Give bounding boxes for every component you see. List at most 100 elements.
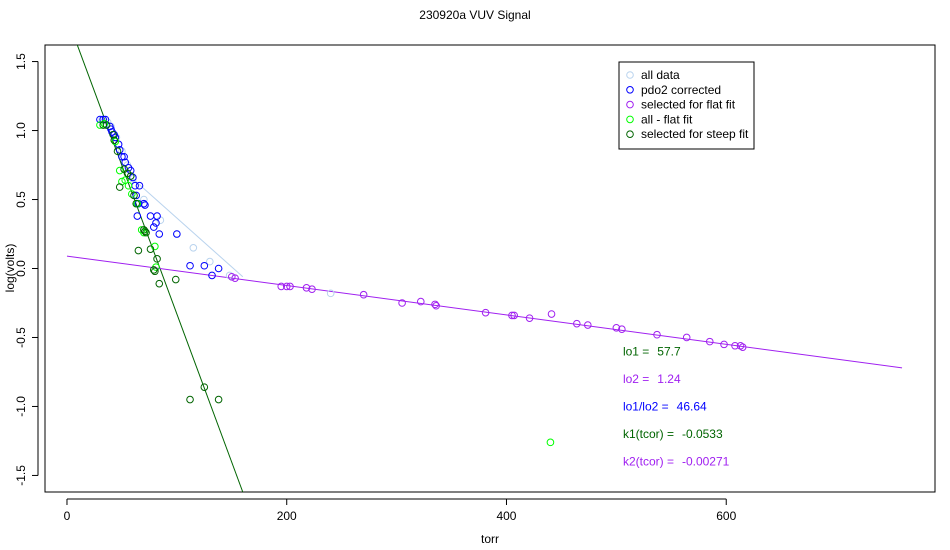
data-point bbox=[583, 321, 592, 329]
y-tick-label: 1.0 bbox=[14, 122, 28, 139]
data-point bbox=[573, 319, 581, 328]
data-point bbox=[189, 244, 198, 252]
data-point bbox=[120, 152, 128, 161]
y-tick-label: -1.5 bbox=[14, 465, 28, 486]
fit-lines bbox=[66, 45, 903, 492]
fit-result-label: k1(tcor) = bbox=[623, 427, 674, 441]
fit-result-label: lo1 = bbox=[623, 344, 649, 358]
fit-result-value: 57.7 bbox=[657, 344, 681, 358]
x-tick-label: 200 bbox=[277, 509, 297, 523]
data-point bbox=[277, 282, 286, 291]
data-point bbox=[738, 343, 747, 351]
data-point bbox=[736, 341, 745, 350]
data-point bbox=[200, 383, 209, 391]
data-point bbox=[102, 121, 111, 129]
data-point bbox=[326, 289, 335, 298]
data-point bbox=[508, 311, 516, 320]
data-point bbox=[618, 325, 626, 334]
data-point bbox=[115, 166, 124, 175]
data-point bbox=[186, 261, 194, 270]
legend-marker bbox=[626, 71, 634, 79]
data-point bbox=[146, 212, 155, 220]
data-point bbox=[359, 290, 368, 299]
data-points bbox=[96, 115, 747, 447]
data-point bbox=[155, 230, 164, 238]
data-point bbox=[286, 282, 294, 291]
data-point bbox=[142, 228, 150, 237]
data-point bbox=[126, 172, 135, 180]
data-point bbox=[115, 183, 124, 191]
data-point bbox=[432, 301, 440, 310]
y-axis: -1.5 -1.0 -0.5 0.0 0.5 1.0 1.5 bbox=[14, 53, 39, 486]
data-point bbox=[214, 264, 223, 273]
data-point bbox=[111, 137, 120, 146]
data-point bbox=[208, 271, 216, 280]
data-point bbox=[173, 230, 181, 238]
y-tick-label: 0.5 bbox=[14, 191, 28, 208]
x-tick-label: 0 bbox=[64, 509, 71, 523]
data-point bbox=[731, 341, 739, 350]
y-tick-label: 0.0 bbox=[14, 260, 28, 277]
data-point bbox=[308, 285, 316, 293]
legend-marker bbox=[626, 100, 634, 109]
data-point bbox=[113, 147, 122, 156]
data-point bbox=[416, 297, 425, 306]
legend-label: selected for flat fit bbox=[641, 98, 736, 112]
data-point bbox=[115, 146, 124, 154]
data-point bbox=[200, 261, 209, 270]
y-tick-label: -1.0 bbox=[14, 396, 28, 417]
data-point bbox=[99, 115, 108, 124]
data-point bbox=[398, 299, 406, 307]
data-point bbox=[96, 115, 104, 124]
data-point bbox=[510, 311, 518, 320]
fit-result-label: lo1/lo2 = bbox=[623, 399, 669, 413]
legend-marker bbox=[626, 115, 634, 124]
data-point bbox=[135, 181, 144, 190]
data-point bbox=[282, 282, 291, 291]
data-point bbox=[99, 121, 108, 129]
data-point bbox=[118, 152, 126, 161]
plot-frame bbox=[44, 44, 936, 493]
data-point bbox=[128, 190, 136, 198]
data-point bbox=[302, 284, 311, 292]
data-point bbox=[153, 255, 161, 263]
data-point bbox=[140, 228, 148, 237]
fit-result-value: -0.00271 bbox=[682, 455, 730, 469]
data-point bbox=[214, 395, 223, 404]
legend-label: all - flat fit bbox=[641, 112, 693, 126]
data-point bbox=[612, 324, 621, 332]
legend-label: pdo2 corrected bbox=[641, 83, 721, 97]
x-axis: 0 200 400 600 bbox=[64, 498, 737, 523]
data-point bbox=[206, 257, 214, 266]
data-point bbox=[152, 219, 160, 227]
data-point bbox=[705, 337, 714, 346]
legend-marker bbox=[626, 86, 634, 94]
data-point bbox=[546, 438, 555, 447]
fit-result-label: k2(tcor) = bbox=[623, 455, 674, 469]
data-point bbox=[130, 191, 138, 200]
fit-line bbox=[132, 178, 244, 278]
data-point bbox=[547, 310, 556, 318]
data-point bbox=[124, 181, 133, 190]
legend-label: all data bbox=[641, 68, 680, 82]
x-axis-label: torr bbox=[481, 532, 499, 546]
data-point bbox=[133, 212, 142, 220]
data-point bbox=[151, 267, 159, 276]
fit-results: lo1 = 57.7 lo2 = 1.24 lo1/lo2 = 46.64k1(tcor)… bbox=[623, 344, 730, 468]
fit-result-value: -0.0533 bbox=[682, 427, 723, 441]
chart-title: 230920a VUV Signal bbox=[419, 8, 530, 22]
y-tick-label: -0.5 bbox=[14, 327, 28, 348]
data-point bbox=[132, 199, 140, 208]
data-point bbox=[141, 201, 149, 209]
y-tick-label: 1.5 bbox=[14, 53, 28, 70]
data-point bbox=[227, 272, 236, 281]
fit-line bbox=[66, 255, 903, 369]
x-tick-label: 400 bbox=[496, 509, 516, 523]
data-point bbox=[653, 330, 661, 339]
legend-label: selected for steep fit bbox=[641, 127, 749, 141]
data-point bbox=[682, 333, 691, 342]
data-point bbox=[481, 308, 490, 317]
data-point bbox=[121, 176, 130, 185]
data-point bbox=[110, 136, 119, 144]
